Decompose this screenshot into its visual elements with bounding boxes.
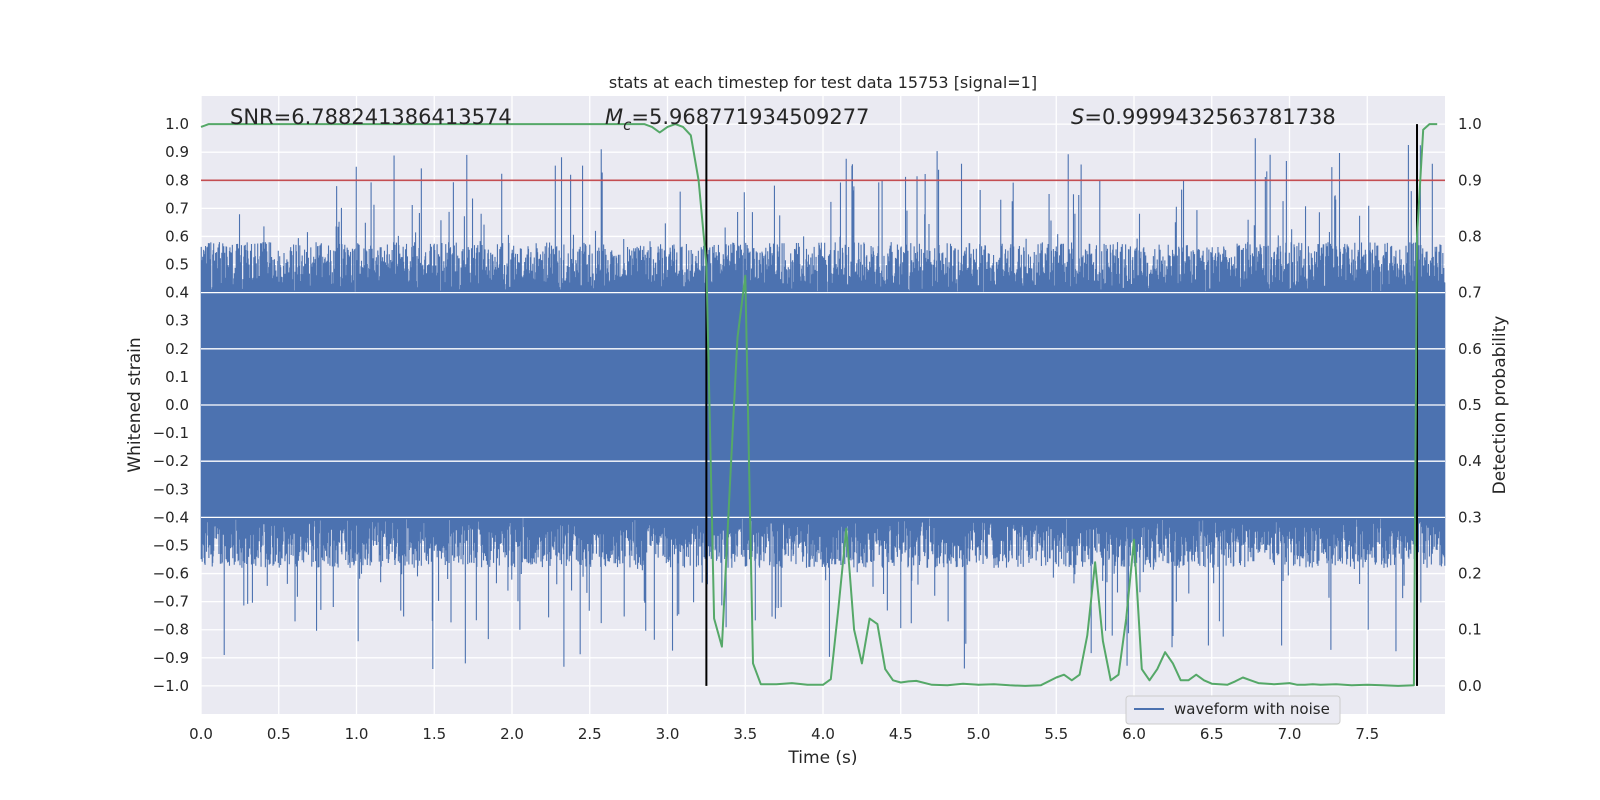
y-tick-label: −0.5 (153, 536, 189, 554)
y2-tick-label: 0.0 (1458, 677, 1482, 695)
y-tick-label: 1.0 (165, 115, 189, 133)
y-tick-label: −0.6 (153, 565, 189, 583)
chirp-mass-annotation: Mc=5.968771934509277 (605, 105, 869, 134)
x-tick-label: 3.0 (656, 725, 680, 743)
y2-tick-label: 0.2 (1458, 565, 1482, 583)
y2-tick-label: 0.7 (1458, 284, 1482, 302)
y-tick-label: 0.2 (165, 340, 189, 358)
y-tick-label: 0.0 (165, 396, 189, 414)
chirp-mass-subscript: c (623, 116, 632, 134)
score-value: =0.9999432563781738 (1084, 105, 1335, 129)
y2-tick-label: 0.6 (1458, 340, 1482, 358)
score-annotation: S=0.9999432563781738 (1071, 105, 1336, 129)
chirp-mass-symbol: M (605, 105, 623, 129)
overlay-lines (201, 124, 1445, 686)
x-tick-label: 1.5 (422, 725, 446, 743)
legend-box (1125, 695, 1341, 725)
y-tick-label: 0.3 (165, 312, 189, 330)
y-tick-label: −1.0 (153, 677, 189, 695)
x-tick-label: 4.5 (889, 725, 913, 743)
y-tick-label: −0.7 (153, 593, 189, 611)
x-tick-label: 6.0 (1122, 725, 1146, 743)
y2-tick-label: 0.9 (1458, 171, 1482, 189)
y-tick-label: 0.7 (165, 199, 189, 217)
y-tick-label: −0.2 (153, 452, 189, 470)
y-tick-label: 0.1 (165, 368, 189, 386)
y-tick-label: −0.4 (153, 508, 189, 526)
axes: 0.0 0.5 1.0 1.5 2.0 2.5 3.0 3.5 4.0 4.5 5.0 5.5 6.0 6… (153, 115, 1482, 743)
x-tick-label: 7.5 (1355, 725, 1379, 743)
y-tick-label: 0.8 (165, 171, 189, 189)
x-tick-label: 2.5 (578, 725, 602, 743)
y2-tick-label: 0.4 (1458, 452, 1482, 470)
legend: waveform with noise (1125, 695, 1341, 725)
y2-tick-label: 1.0 (1458, 115, 1482, 133)
legend-label: waveform with noise (1174, 700, 1330, 718)
y2-axis-label: Detection probability (1490, 316, 1510, 495)
y-tick-label: −0.9 (153, 649, 189, 667)
y2-tick-label: 0.3 (1458, 508, 1482, 526)
y-axis-label: Whitened strain (125, 337, 145, 472)
y-tick-label: −0.8 (153, 621, 189, 639)
x-tick-label: 7.0 (1278, 725, 1302, 743)
score-symbol: S (1071, 105, 1084, 129)
x-tick-label: 5.5 (1044, 725, 1068, 743)
x-tick-label: 0.0 (189, 725, 213, 743)
y-tick-label: 0.5 (165, 256, 189, 274)
y2-tick-label: 0.8 (1458, 227, 1482, 245)
y-tick-label: −0.3 (153, 480, 189, 498)
x-tick-label: 1.0 (345, 725, 369, 743)
y2-tick-label: 0.1 (1458, 621, 1482, 639)
waveform-series (200, 138, 1446, 669)
x-tick-label: 4.0 (811, 725, 835, 743)
chart-title: stats at each timestep for test data 157… (609, 73, 1037, 92)
probability-line (200, 123, 1438, 687)
probability-series (200, 123, 1438, 687)
y-tick-label: 0.4 (165, 284, 189, 302)
chirp-mass-value: =5.968771934509277 (631, 105, 869, 129)
snr-annotation: SNR=6.788241386413574 (230, 105, 512, 129)
y2-tick-label: 0.5 (1458, 396, 1482, 414)
y-tick-label: 0.9 (165, 143, 189, 161)
x-tick-label: 2.0 (500, 725, 524, 743)
y-tick-label: −0.1 (153, 424, 189, 442)
x-axis-label: Time (s) (787, 748, 857, 768)
x-tick-label: 3.5 (733, 725, 757, 743)
y-tick-label: 0.6 (165, 227, 189, 245)
x-tick-label: 0.5 (267, 725, 291, 743)
x-tick-label: 6.5 (1200, 725, 1224, 743)
x-tick-label: 5.0 (967, 725, 991, 743)
